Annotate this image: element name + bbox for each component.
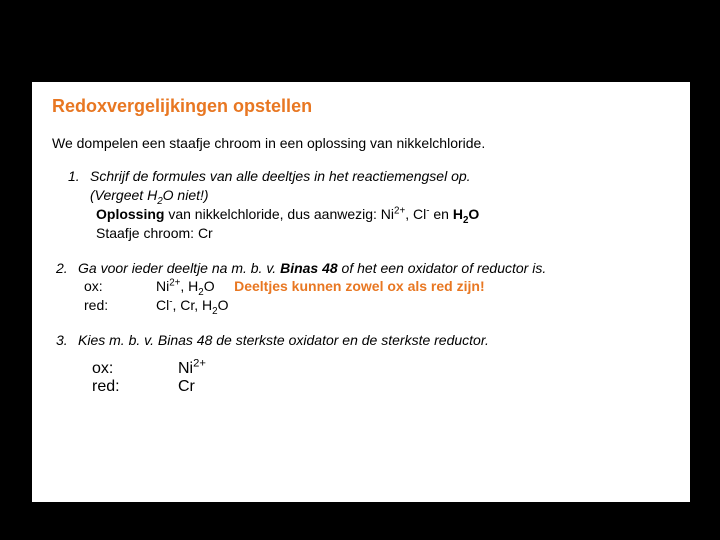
step-2-ox-row: ox: Ni2+, H2O Deeltjes kunnen zowel ox a… [84, 277, 670, 296]
step-1-line3: Oplossing van nikkelchloride, dus aanwez… [96, 205, 670, 224]
step-1-line1: Schrijf de formules van alle deeltjes in… [90, 167, 670, 186]
step-2-details: ox: Ni2+, H2O Deeltjes kunnen zowel ox a… [78, 277, 670, 315]
step-1-body: Schrijf de formules van alle deeltjes in… [90, 167, 670, 243]
intro-text: We dompelen een staafje chroom in een op… [52, 135, 670, 151]
step-3-ox-label: ox: [92, 360, 178, 378]
step-2-red-row: red: Cl-, Cr, H2O [84, 296, 670, 315]
step-2-body: Ga voor ieder deeltje na m. b. v. Binas … [78, 259, 670, 316]
step-3-red-row: red: Cr [92, 378, 670, 396]
step-2-ox-value: Ni2+, H2O Deeltjes kunnen zowel ox als r… [156, 277, 670, 296]
step-2-line1: Ga voor ieder deeltje na m. b. v. Binas … [78, 259, 670, 278]
step-3-ox-value: Ni2+ [178, 360, 670, 378]
step-2-note: Deeltjes kunnen zowel ox als red zijn! [234, 278, 485, 294]
step-3-red-label: red: [92, 378, 178, 396]
step-3-num: 3. [56, 331, 78, 350]
step-1-details: Oplossing van nikkelchloride, dus aanwez… [90, 205, 670, 243]
page-title: Redoxvergelijkingen opstellen [52, 96, 670, 117]
step-1-line4: Staafje chroom: Cr [96, 224, 670, 243]
step-1: 1. Schrijf de formules van alle deeltjes… [52, 167, 670, 243]
step-2-red-label: red: [84, 296, 156, 315]
step-2-num: 2. [56, 259, 78, 316]
slide-page: Redoxvergelijkingen opstellen We dompele… [32, 82, 690, 502]
step-3-red-value: Cr [178, 378, 670, 396]
step-2: 2. Ga voor ieder deeltje na m. b. v. Bin… [52, 259, 670, 316]
step-3-ox-row: ox: Ni2+ [92, 360, 670, 378]
step-3-body: Kies m. b. v. Binas 48 de sterkste oxida… [78, 331, 670, 350]
step-2-red-value: Cl-, Cr, H2O [156, 296, 670, 315]
step-1-line2: (Vergeet H2O niet!) [90, 186, 670, 205]
step-3-line1: Kies m. b. v. Binas 48 de sterkste oxida… [78, 331, 670, 350]
step-1-num: 1. [68, 167, 90, 243]
step-3: 3. Kies m. b. v. Binas 48 de sterkste ox… [52, 331, 670, 350]
step-2-ox-label: ox: [84, 277, 156, 296]
step-3-details: ox: Ni2+ red: Cr [52, 360, 670, 396]
